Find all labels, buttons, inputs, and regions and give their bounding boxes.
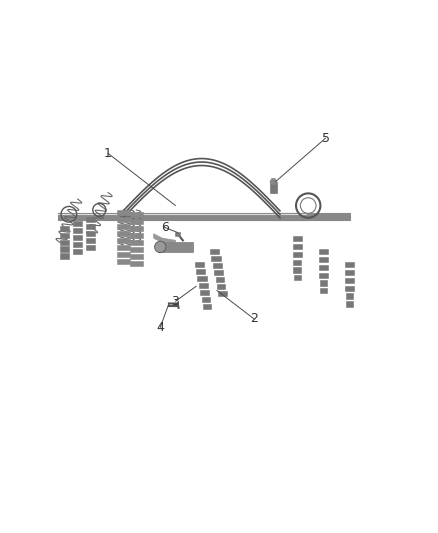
Bar — [293, 236, 302, 241]
Bar — [73, 242, 82, 247]
Bar — [203, 304, 212, 309]
Bar — [73, 249, 82, 254]
Bar — [202, 297, 210, 302]
Bar — [117, 259, 130, 264]
Bar — [86, 224, 95, 229]
Bar — [86, 245, 95, 250]
Bar — [60, 239, 69, 245]
Bar — [86, 217, 95, 222]
Bar — [130, 219, 143, 224]
Bar — [200, 290, 209, 295]
Bar — [346, 301, 353, 306]
Bar — [130, 212, 143, 217]
Bar — [117, 224, 130, 229]
Bar — [293, 268, 301, 272]
Bar — [213, 263, 222, 268]
Bar — [175, 232, 180, 236]
Bar — [214, 270, 223, 275]
Bar — [219, 291, 226, 296]
Circle shape — [155, 241, 166, 253]
Bar — [346, 286, 354, 291]
Text: 4: 4 — [156, 321, 164, 334]
Bar — [345, 278, 354, 283]
Bar — [117, 217, 130, 222]
Bar — [293, 275, 301, 280]
Text: 5: 5 — [321, 132, 330, 144]
Bar — [73, 221, 82, 227]
Bar — [320, 288, 327, 294]
Bar — [345, 270, 354, 275]
Bar — [158, 241, 193, 252]
Bar — [130, 247, 143, 252]
Bar — [73, 235, 82, 240]
Bar — [271, 213, 350, 220]
Bar — [117, 252, 130, 257]
Bar — [196, 269, 205, 274]
Bar — [199, 283, 208, 288]
Bar — [319, 265, 328, 270]
Bar — [215, 277, 224, 282]
Bar — [60, 225, 69, 231]
Bar — [86, 238, 95, 243]
Bar — [86, 231, 95, 236]
Bar — [130, 226, 143, 231]
Bar — [60, 232, 69, 238]
Bar — [319, 249, 328, 254]
Bar — [117, 238, 130, 243]
Bar — [130, 254, 143, 259]
Bar — [293, 244, 302, 249]
Bar — [270, 182, 277, 192]
Bar — [117, 210, 130, 215]
Bar — [73, 228, 82, 233]
Bar — [320, 280, 327, 286]
Bar — [210, 249, 219, 254]
Polygon shape — [154, 234, 176, 245]
Polygon shape — [270, 179, 277, 184]
Text: 1: 1 — [104, 147, 112, 160]
Text: 2: 2 — [250, 312, 258, 325]
Bar — [293, 252, 302, 257]
Bar — [194, 262, 204, 268]
Bar — [130, 233, 143, 238]
Bar — [217, 284, 226, 289]
Text: 3: 3 — [172, 295, 180, 308]
Bar — [345, 262, 354, 268]
Bar — [60, 254, 69, 259]
Bar — [198, 276, 207, 281]
Bar — [130, 240, 143, 245]
Bar — [319, 272, 328, 278]
Text: 6: 6 — [161, 221, 169, 234]
Bar — [58, 213, 306, 220]
Bar — [117, 245, 130, 250]
Bar — [130, 261, 143, 266]
Bar — [117, 231, 130, 236]
Bar — [346, 294, 353, 298]
Bar — [293, 260, 301, 265]
Bar — [319, 257, 328, 262]
Bar — [60, 246, 69, 252]
Bar — [211, 256, 221, 261]
